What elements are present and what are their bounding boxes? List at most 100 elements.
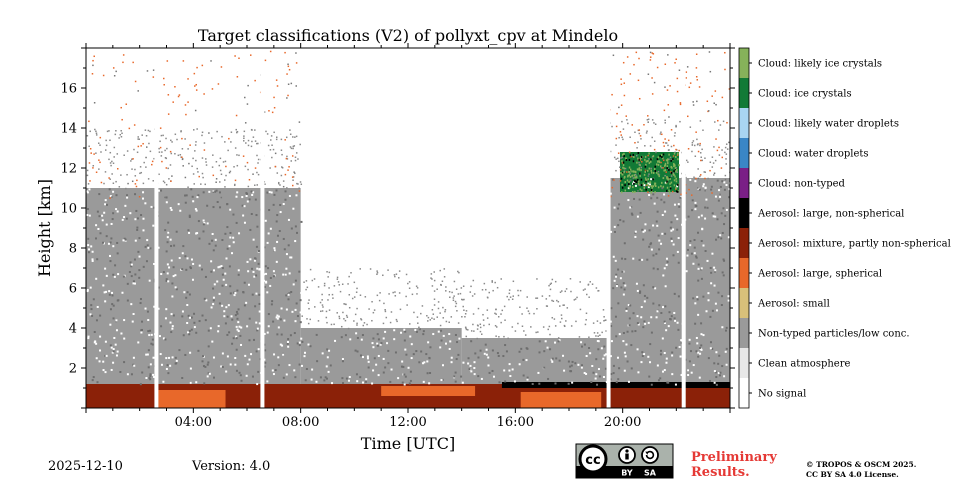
speckle [623,171,625,174]
speckle [212,191,214,194]
speckle [164,338,167,341]
speckle [673,135,676,137]
speckle [545,305,548,307]
speckle [287,65,290,68]
speckle [500,278,502,280]
speckle [605,330,607,332]
speckle [673,311,676,314]
region-non-typed-particles-low-conc-2 [461,338,610,384]
speckle [93,102,96,104]
speckle [474,352,477,355]
speckle [136,151,139,154]
speckle [273,193,276,196]
speckle [616,356,619,359]
speckle [680,193,682,196]
colorbar-label: Aerosol: small [757,299,830,310]
speckle [116,350,119,353]
speckle [376,273,378,276]
speckle [282,185,285,188]
speckle [640,156,643,159]
speckle [276,314,279,317]
speckle [673,184,676,187]
speckle [593,332,596,334]
speckle [227,304,230,307]
speckle [95,319,98,322]
speckle [272,320,275,323]
sa-share-alike-icon [641,446,659,464]
speckle [587,283,590,286]
speckle [727,236,730,239]
speckle [279,318,282,321]
speckle [658,304,661,307]
speckle [169,164,172,166]
speckle [454,371,457,374]
speckle [657,163,660,166]
speckle [646,183,649,186]
speckle [675,346,678,349]
speckle [643,173,646,176]
speckle [695,256,698,259]
speckle [692,262,695,265]
speckle [145,377,148,380]
speckle [650,191,653,194]
speckle [517,294,520,297]
speckle [116,210,119,213]
speckle [247,144,250,147]
speckle [292,176,295,178]
speckle [224,186,226,188]
speckle [232,213,235,216]
speckle [245,374,248,377]
speckle [160,134,163,137]
speckle [644,158,646,161]
speckle [184,353,187,356]
speckle [296,342,299,345]
speckle [345,314,348,317]
speckle [178,349,181,352]
speckle [407,282,409,285]
speckle [243,205,246,208]
speckle [689,126,692,128]
speckle [725,153,728,155]
speckle [705,198,708,201]
speckle [550,358,553,361]
data-gap-0 [154,48,159,408]
speckle [182,334,185,337]
speckle [647,118,650,121]
speckle [229,292,232,295]
speckle [173,244,176,247]
speckle [105,290,108,293]
speckle [152,180,154,182]
speckle [697,216,700,219]
speckle [273,106,276,109]
speckle [512,295,514,297]
speckle [637,141,639,143]
speckle [723,375,726,378]
speckle [306,318,308,320]
speckle [203,382,206,385]
speckle [284,198,287,201]
speckle [197,220,200,223]
speckle [675,180,678,183]
speckle [652,302,655,305]
speckle [256,383,259,386]
speckle [191,165,193,168]
speckle [710,271,713,274]
speckle [715,103,717,106]
speckle [650,185,653,188]
speckle [267,232,270,235]
speckle [700,333,703,336]
speckle [299,311,302,314]
speckle [325,377,328,380]
speckle [672,158,674,161]
speckle [284,51,286,54]
speckle [651,77,653,79]
speckle [145,260,148,263]
speckle [653,202,656,205]
speckle [123,337,126,340]
speckle [111,291,114,294]
region-aerosol-large-non-spherical-8 [501,382,730,388]
speckle [511,368,514,371]
speckle [717,372,720,375]
speckle [707,292,710,295]
speckle [547,328,549,331]
